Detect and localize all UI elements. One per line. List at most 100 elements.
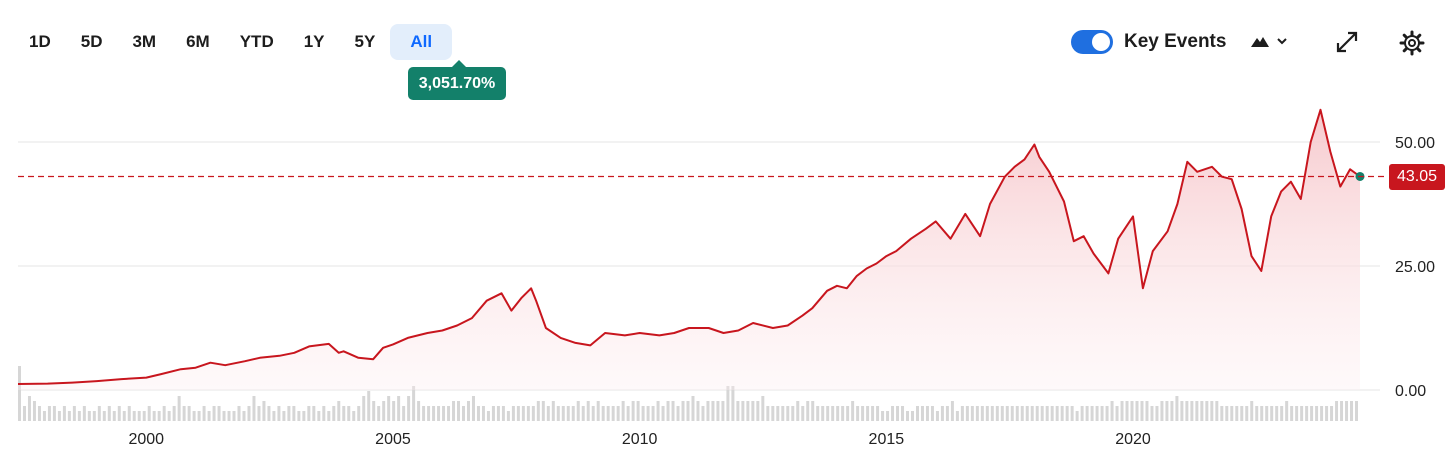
toggle-knob (1092, 33, 1110, 51)
volume-bar (701, 406, 705, 421)
volume-bar (1205, 401, 1209, 421)
volume-bar (42, 411, 46, 421)
volume-bar (77, 411, 81, 421)
volume-bar (1165, 401, 1169, 421)
volume-bar (486, 411, 490, 421)
volume-bar (696, 401, 700, 421)
volume-bar (821, 406, 825, 421)
settings-button[interactable] (1398, 29, 1426, 57)
volume-bar (172, 406, 176, 421)
volume-bar (611, 406, 615, 421)
volume-bar (761, 396, 765, 421)
area-fill (18, 109, 1360, 391)
range-tab-6m[interactable]: 6M (186, 32, 210, 51)
volume-bar (541, 401, 545, 421)
volume-bar (920, 406, 924, 421)
volume-bar (422, 406, 426, 421)
volume-bar (965, 406, 969, 421)
volume-bar (801, 406, 805, 421)
volume-bar (1125, 401, 1129, 421)
volume-bar (891, 406, 895, 421)
key-events-toggle[interactable] (1071, 30, 1113, 54)
volume-bar (756, 401, 760, 421)
volume-bar (1080, 406, 1084, 421)
volume-bar (1030, 406, 1034, 421)
volume-bar (1290, 406, 1294, 421)
volume-bar (886, 411, 890, 421)
expand-button[interactable] (1334, 29, 1360, 55)
volume-bar (915, 406, 919, 421)
volume-bar (182, 406, 186, 421)
volume-bar (132, 411, 136, 421)
range-tab-5d[interactable]: 5D (80, 32, 103, 51)
range-tab-ytd[interactable]: YTD (239, 32, 274, 51)
volume-bar (861, 406, 865, 421)
key-events-label: Key Events (1124, 31, 1227, 52)
volume-bar (716, 401, 720, 421)
volume-bar (561, 406, 565, 421)
volume-bar (985, 406, 989, 421)
volume-bar (671, 401, 675, 421)
volume-bar (1180, 401, 1184, 421)
volume-bar (1135, 401, 1139, 421)
volume-bar (222, 411, 226, 421)
volume-bar (661, 406, 665, 421)
volume-bar (546, 406, 550, 421)
range-tab-1y[interactable]: 1Y (303, 32, 325, 51)
volume-bar (57, 411, 61, 421)
volume-bar (247, 406, 251, 421)
volume-bar (1265, 406, 1269, 421)
volume-bar (616, 406, 620, 421)
volume-bar (267, 406, 271, 421)
volume-bar (107, 406, 111, 421)
volume-bar (1110, 401, 1114, 421)
volume-bar (192, 411, 196, 421)
volume-bar (407, 396, 411, 421)
volume-bar (447, 406, 451, 421)
volume-bar (382, 401, 386, 421)
volume-bar (217, 406, 221, 421)
volume-bar (551, 401, 555, 421)
range-tab-1d[interactable]: 1D (29, 32, 51, 51)
volume-bar (481, 406, 485, 421)
volume-bar (1140, 401, 1144, 421)
volume-bar (935, 411, 939, 421)
volume-bar (476, 406, 480, 421)
volume-bar (1025, 406, 1029, 421)
volume-bar (367, 391, 371, 421)
volume-bar (432, 406, 436, 421)
volume-bar (871, 406, 875, 421)
volume-bar (826, 406, 830, 421)
volume-bar (357, 406, 361, 421)
volume-bar (1240, 406, 1244, 421)
volume-bar (157, 411, 161, 421)
volume-bar (1010, 406, 1014, 421)
range-tab-5y[interactable]: 5Y (354, 32, 376, 51)
volume-bar (1300, 406, 1304, 421)
volume-bar (1200, 401, 1204, 421)
volume-bar (412, 386, 416, 421)
volume-bar (466, 401, 470, 421)
volume-bar (112, 411, 116, 421)
chevron-down-icon (1277, 38, 1287, 45)
x-tick-label: 2000 (128, 431, 164, 448)
volume-bar (581, 406, 585, 421)
volume-bar (930, 406, 934, 421)
y-tick-label: 25.00 (1395, 259, 1435, 276)
range-tab-all[interactable]: All (390, 24, 453, 60)
range-tab-3m[interactable]: 3M (132, 32, 157, 51)
y-tick-label: 50.00 (1395, 135, 1435, 152)
x-tick-label: 2015 (869, 431, 905, 448)
volume-bar (1250, 401, 1254, 421)
volume-bar (82, 406, 86, 421)
volume-bar (372, 401, 376, 421)
volume-bar (297, 411, 301, 421)
volume-bar (576, 401, 580, 421)
volume-bar (237, 406, 241, 421)
volume-bar (571, 406, 575, 421)
volume-bar (1130, 401, 1134, 421)
chart-type-selector[interactable] (1247, 29, 1293, 55)
volume-bar (950, 401, 954, 421)
volume-bar (726, 386, 730, 421)
